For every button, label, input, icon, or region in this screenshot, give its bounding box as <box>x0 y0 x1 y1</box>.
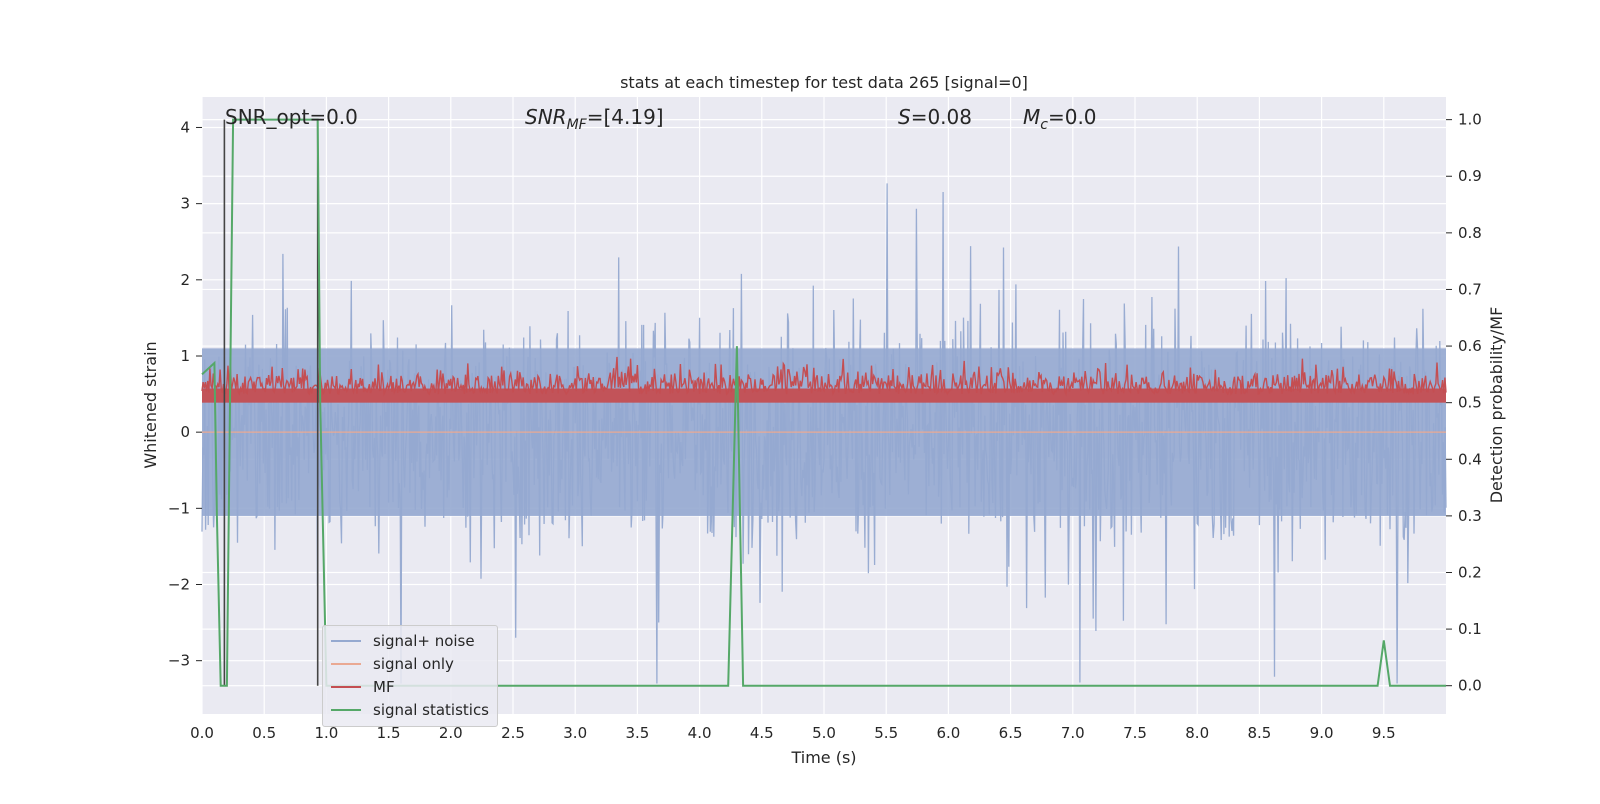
legend-swatch-mf <box>331 686 361 688</box>
y-right-tick-label: 0.1 <box>1458 620 1482 638</box>
y-right-tick-label: 0.9 <box>1458 167 1482 185</box>
signal-noise-series <box>201 183 1447 684</box>
y-right-tick-label: 0.6 <box>1458 337 1482 355</box>
x-tick-label: 9.5 <box>1372 724 1396 742</box>
x-tick-label: 5.0 <box>812 724 836 742</box>
x-tick-label: 1.5 <box>377 724 401 742</box>
annotation-snr-mf-sub: MF <box>567 117 588 133</box>
x-tick-label: 7.0 <box>1061 724 1085 742</box>
annotation-s-value: =0.08 <box>911 105 972 129</box>
legend-swatch-signal-statistics <box>331 709 361 711</box>
legend-label-signal-statistics: signal statistics <box>373 701 490 719</box>
x-tick-label: 2.5 <box>501 724 525 742</box>
legend-swatch-signal-only <box>331 663 361 665</box>
y-right-tick-label: 0.4 <box>1458 450 1482 468</box>
y-tick-label: −1 <box>168 499 190 517</box>
y-right-tick-label: 0.2 <box>1458 563 1482 581</box>
x-tick-label: 1.0 <box>314 724 338 742</box>
x-tick-label: 0.0 <box>190 724 214 742</box>
y-right-axis-label: Detection probability/MF <box>1487 307 1506 504</box>
annotation-snr-mf-value: =[4.19] <box>587 105 664 129</box>
y-right-tick-label: 0.0 <box>1458 677 1482 695</box>
annotation-mc: Mc=0.0 <box>1023 105 1097 133</box>
x-tick-label: 9.0 <box>1310 724 1334 742</box>
y-tick-label: 4 <box>180 118 190 136</box>
x-tick-label: 4.0 <box>688 724 712 742</box>
x-tick-label: 6.5 <box>999 724 1023 742</box>
annotation-snr-mf-main: SNR <box>525 105 567 129</box>
y-right-tick-label: 0.8 <box>1458 224 1482 242</box>
x-tick-label: 2.0 <box>439 724 463 742</box>
x-tick-label: 7.5 <box>1123 724 1147 742</box>
x-tick-label: 4.5 <box>750 724 774 742</box>
y-right-tick-label: 0.5 <box>1458 394 1482 412</box>
signal-statistics-line <box>201 118 1446 687</box>
x-tick-label: 5.5 <box>874 724 898 742</box>
x-axis-label: Time (s) <box>790 748 856 767</box>
x-tick-label: 3.5 <box>625 724 649 742</box>
annotation-mc-main: M <box>1023 105 1040 129</box>
annotation-s-main: S <box>898 105 911 129</box>
annotation-snr-mf: SNRMF=[4.19] <box>525 105 664 133</box>
annotation-mc-sub: c <box>1040 117 1048 133</box>
signal-statistics-series <box>201 118 1446 687</box>
legend-item-signal-statistics: signal statistics <box>331 700 489 720</box>
axes-layer: 0.0 0.5 1.0 1.5 2.0 2.5 3.0 3.5 4.0 4.5 5.0 5.5 6.0 6… <box>168 111 1482 742</box>
x-tick-label: 3.0 <box>563 724 587 742</box>
y-tick-label: 3 <box>180 195 190 213</box>
y-right-tick-label: 0.7 <box>1458 280 1482 298</box>
x-tick-label: 8.0 <box>1185 724 1209 742</box>
chart-title: stats at each timestep for test data 265… <box>620 73 1028 92</box>
legend-item-signal-noise: signal+ noise <box>331 631 475 651</box>
y-tick-label: 1 <box>180 347 190 365</box>
legend-swatch-signal-noise <box>331 640 361 642</box>
chart-legend: signal+ noise signal only MF signal stat… <box>322 625 498 727</box>
x-tick-label: 8.5 <box>1247 724 1271 742</box>
legend-item-mf: MF <box>331 677 395 697</box>
x-tick-label: 6.0 <box>936 724 960 742</box>
mf-line <box>201 356 1447 397</box>
y-tick-label: 2 <box>180 271 190 289</box>
legend-label-mf: MF <box>373 678 395 696</box>
annotation-snr-opt: SNR_opt=0.0 <box>225 105 358 129</box>
y-axis-label: Whitened strain <box>141 341 160 468</box>
x-tick-label: 0.5 <box>252 724 276 742</box>
annotation-mc-value: =0.0 <box>1048 105 1097 129</box>
y-tick-label: −2 <box>168 576 190 594</box>
legend-item-signal-only: signal only <box>331 654 454 674</box>
y-tick-label: −3 <box>168 652 190 670</box>
annotation-s: S=0.08 <box>898 105 972 129</box>
legend-label-signal-noise: signal+ noise <box>373 632 475 650</box>
y-right-tick-label: 1.0 <box>1458 111 1482 129</box>
legend-label-signal-only: signal only <box>373 655 454 673</box>
y-right-tick-label: 0.3 <box>1458 507 1482 525</box>
y-tick-label: 0 <box>180 423 190 441</box>
mf-series <box>201 356 1447 403</box>
